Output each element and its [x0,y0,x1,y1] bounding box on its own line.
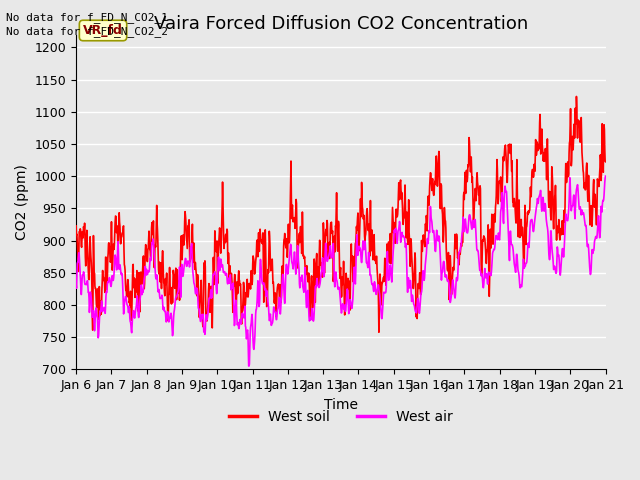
X-axis label: Time: Time [324,397,358,411]
Y-axis label: CO2 (ppm): CO2 (ppm) [15,164,29,240]
Text: No data for f_FD_N_CO2_1: No data for f_FD_N_CO2_1 [6,12,168,23]
Title: Vaira Forced Diffusion CO2 Concentration: Vaira Forced Diffusion CO2 Concentration [154,15,528,33]
Text: VR_fd: VR_fd [83,24,123,37]
Text: No data for f_FD_N_CO2_2: No data for f_FD_N_CO2_2 [6,26,168,37]
Legend: West soil, West air: West soil, West air [223,404,458,429]
